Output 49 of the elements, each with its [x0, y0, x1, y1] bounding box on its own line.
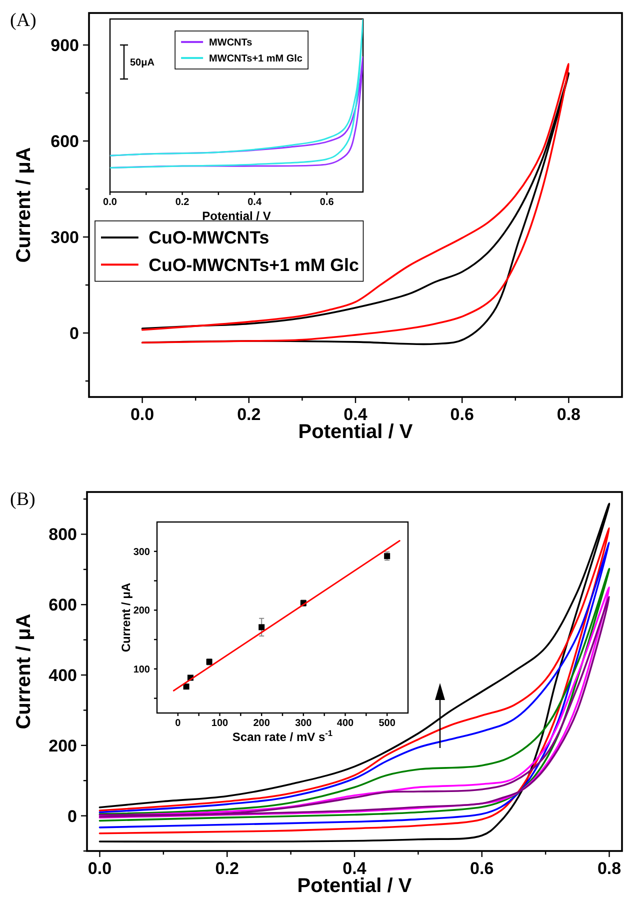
x-axis-title: Potential / V [298, 421, 414, 443]
x-tick-label: 0.4 [344, 405, 368, 424]
x-tick-label: 0.2 [215, 859, 239, 878]
x-axis-title: Potential / V [202, 209, 271, 223]
y-tick-label: 300 [50, 228, 79, 247]
x-tick-label: 0.6 [470, 859, 494, 878]
x-axis-title: Scan rate / mV s$^{-1}$ [232, 728, 333, 744]
x-tick-label: 300 [295, 718, 312, 729]
x-tick-label: 0.6 [320, 197, 334, 208]
y-tick-label: 400 [48, 666, 77, 685]
point [384, 553, 390, 560]
chart-title: (B) [10, 489, 36, 510]
point [258, 624, 265, 630]
y-tick-label: 0 [68, 806, 77, 826]
annotation: 50μA [130, 58, 154, 68]
y-tick-label: 300 [133, 546, 150, 558]
x-tick-label: 0.4 [248, 197, 262, 208]
legend-label: MWCNTs+1 mM Glc [209, 54, 303, 64]
y-tick-label: 200 [133, 606, 150, 617]
x-tick-label: 0.0 [88, 859, 112, 878]
legend-label: MWCNTs [209, 38, 253, 48]
legend-label: CuO-MWCNTs [148, 228, 270, 248]
x-tick-label: 400 [336, 718, 354, 729]
x-tick-label: 0.0 [130, 405, 154, 424]
y-tick-label: 0 [70, 324, 79, 343]
x-tick-label: 0 [175, 718, 182, 729]
x-tick-label: 0.2 [175, 197, 190, 208]
y-tick-label: 900 [50, 36, 79, 55]
x-tick-label: 200 [253, 718, 270, 729]
x-tick-label: 100 [211, 718, 229, 729]
y-axis-title: Current / μA [119, 582, 133, 652]
x-tick-label: 0.6 [450, 405, 474, 424]
x-tick-label: 0.0 [103, 197, 118, 208]
y-tick-label: 200 [48, 736, 77, 756]
y-axis-title: Current / μA [13, 614, 35, 730]
x-tick-label: 0.8 [556, 405, 581, 424]
x-axis-title: Potential / V [297, 875, 412, 897]
x-tick-label: 500 [378, 718, 396, 729]
y-tick-label: 600 [48, 596, 77, 615]
y-tick-label: 100 [133, 664, 150, 676]
x-tick-label: 0.2 [237, 405, 261, 424]
point [183, 684, 190, 690]
chart-title: (A) [10, 10, 36, 31]
y-tick-label: 600 [50, 132, 79, 151]
x-tick-label: 0.4 [342, 859, 367, 878]
legend-label: CuO-MWCNTs+1 mM Glc [148, 254, 360, 275]
y-axis-title: Current / μA [13, 147, 35, 263]
x-tick-label: 0.8 [597, 859, 622, 878]
y-tick-label: 800 [48, 525, 77, 544]
